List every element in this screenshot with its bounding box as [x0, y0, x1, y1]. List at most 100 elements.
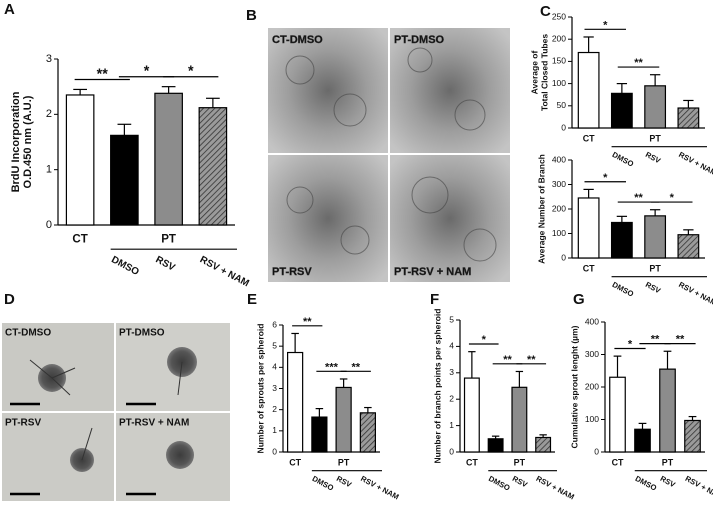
- x-tick-label: DMSO: [634, 474, 659, 493]
- y-tick-label: 200: [585, 381, 599, 391]
- significance-label: ***: [325, 361, 339, 373]
- y-tick-label: 100: [585, 414, 599, 424]
- x-tick-label: DMSO: [611, 150, 636, 169]
- x-tick-label: RSV + NAM: [535, 474, 576, 502]
- panel-label: E: [247, 291, 257, 308]
- bar: [487, 438, 504, 453]
- significance-label: **: [651, 334, 660, 346]
- y-tick-label: 5: [449, 314, 454, 324]
- y-axis-label: Number of sprouts per spheroid: [255, 324, 265, 454]
- group-label: PT: [161, 233, 176, 245]
- x-tick-label: RSV: [644, 280, 663, 296]
- image-label: PT-RSV: [5, 418, 41, 429]
- significance-label: *: [603, 172, 608, 184]
- y-axis-label: Total Closed Tubes: [539, 34, 549, 111]
- x-tick-label: CT: [612, 457, 624, 467]
- bar: [677, 107, 700, 129]
- x-tick-label: RSV: [335, 474, 354, 490]
- y-tick-label: 150: [552, 56, 566, 66]
- bar: [659, 368, 676, 453]
- y-tick-label: 200: [552, 203, 566, 213]
- x-tick-label: DMSO: [611, 280, 636, 299]
- significance-label: *: [144, 64, 150, 80]
- bar: [287, 351, 304, 453]
- micrograph-grid: CT-DMSO PT-DMSO PT-RSV PT-RSV + NAM: [268, 28, 510, 282]
- bar: [610, 92, 633, 129]
- y-axis-label: O.D.450 nm (A.U.): [22, 95, 34, 188]
- y-tick-label: 0: [46, 219, 52, 231]
- significance-label: **: [527, 354, 536, 366]
- panel-label: G: [573, 291, 585, 308]
- significance-label: **: [634, 57, 643, 69]
- x-tick-label: CT: [583, 133, 595, 143]
- y-tick-label: 0: [594, 446, 599, 456]
- micrograph: [268, 28, 388, 153]
- group-label: PT: [649, 133, 661, 143]
- image-label: PT-DMSO: [119, 328, 165, 339]
- bar: [609, 376, 626, 453]
- x-tick-label: DMSO: [487, 474, 512, 493]
- bar: [577, 51, 600, 129]
- x-tick-label: RSV + NAM: [677, 280, 713, 308]
- y-tick-label: 6: [272, 319, 277, 329]
- y-tick-label: 0: [449, 446, 454, 456]
- micrograph: [390, 155, 510, 282]
- sprouts: [29, 359, 183, 461]
- panel-label: A: [4, 1, 15, 18]
- x-tick-label: RSV + NAM: [359, 474, 400, 502]
- y-tick-label: 1: [46, 164, 52, 176]
- y-tick-label: 4: [449, 341, 454, 351]
- bar: [677, 234, 700, 259]
- image-label: PT-RSV: [272, 266, 312, 278]
- x-tick-label: RSV: [644, 150, 663, 166]
- x-tick-label: RSV: [154, 254, 177, 273]
- y-axis-label: Average Number of Branch: [536, 154, 546, 264]
- y-tick-label: 2: [449, 393, 454, 403]
- y-tick-label: 250: [552, 11, 566, 21]
- y-tick-label: 0: [272, 446, 277, 456]
- y-tick-label: 1: [272, 425, 277, 435]
- bar: [154, 92, 183, 226]
- y-axis-label: Average of: [529, 51, 539, 95]
- bar: [634, 428, 651, 453]
- x-tick-label: CT: [289, 457, 301, 467]
- scale-bar: [10, 402, 156, 496]
- spheroid: [166, 441, 194, 469]
- y-tick-label: 4: [272, 362, 277, 372]
- bar: [535, 436, 552, 453]
- significance-label: *: [603, 19, 608, 31]
- bar: [335, 386, 352, 453]
- significance-label: *: [670, 192, 675, 204]
- x-tick-label: RSV + NAM: [684, 474, 713, 502]
- group-label: PT: [649, 263, 661, 273]
- y-tick-label: 0: [561, 122, 566, 132]
- significance-label: **: [351, 361, 360, 373]
- y-tick-label: 50: [557, 100, 567, 110]
- x-tick-label: CT: [72, 233, 87, 245]
- bar: [684, 419, 701, 453]
- panel-label: D: [4, 291, 15, 308]
- y-tick-label: 400: [585, 316, 599, 326]
- y-tick-label: 3: [449, 367, 454, 377]
- image-label: PT-RSV + NAM: [119, 418, 189, 429]
- x-tick-label: RSV: [511, 474, 530, 490]
- bar: [311, 416, 328, 453]
- y-tick-label: 100: [552, 78, 566, 88]
- y-tick-label: 2: [46, 108, 52, 120]
- tube-network: [285, 47, 497, 262]
- image-label: PT-RSV + NAM: [394, 266, 471, 278]
- y-tick-label: 300: [585, 349, 599, 359]
- x-tick-label: RSV + NAM: [677, 150, 713, 178]
- micrograph-grid: CT-DMSO PT-DMSO PT-RSV PT-RSV + NAM: [2, 323, 230, 501]
- y-tick-label: 3: [46, 53, 52, 65]
- significance-label: *: [628, 339, 633, 351]
- bar: [577, 197, 600, 259]
- significance-label: **: [303, 316, 312, 328]
- y-tick-label: 200: [552, 33, 566, 43]
- panel-label: C: [540, 3, 551, 20]
- x-tick-label: RSV + NAM: [198, 254, 251, 289]
- panel-label: F: [430, 291, 439, 308]
- y-tick-label: 100: [552, 228, 566, 238]
- y-tick-label: 300: [552, 179, 566, 189]
